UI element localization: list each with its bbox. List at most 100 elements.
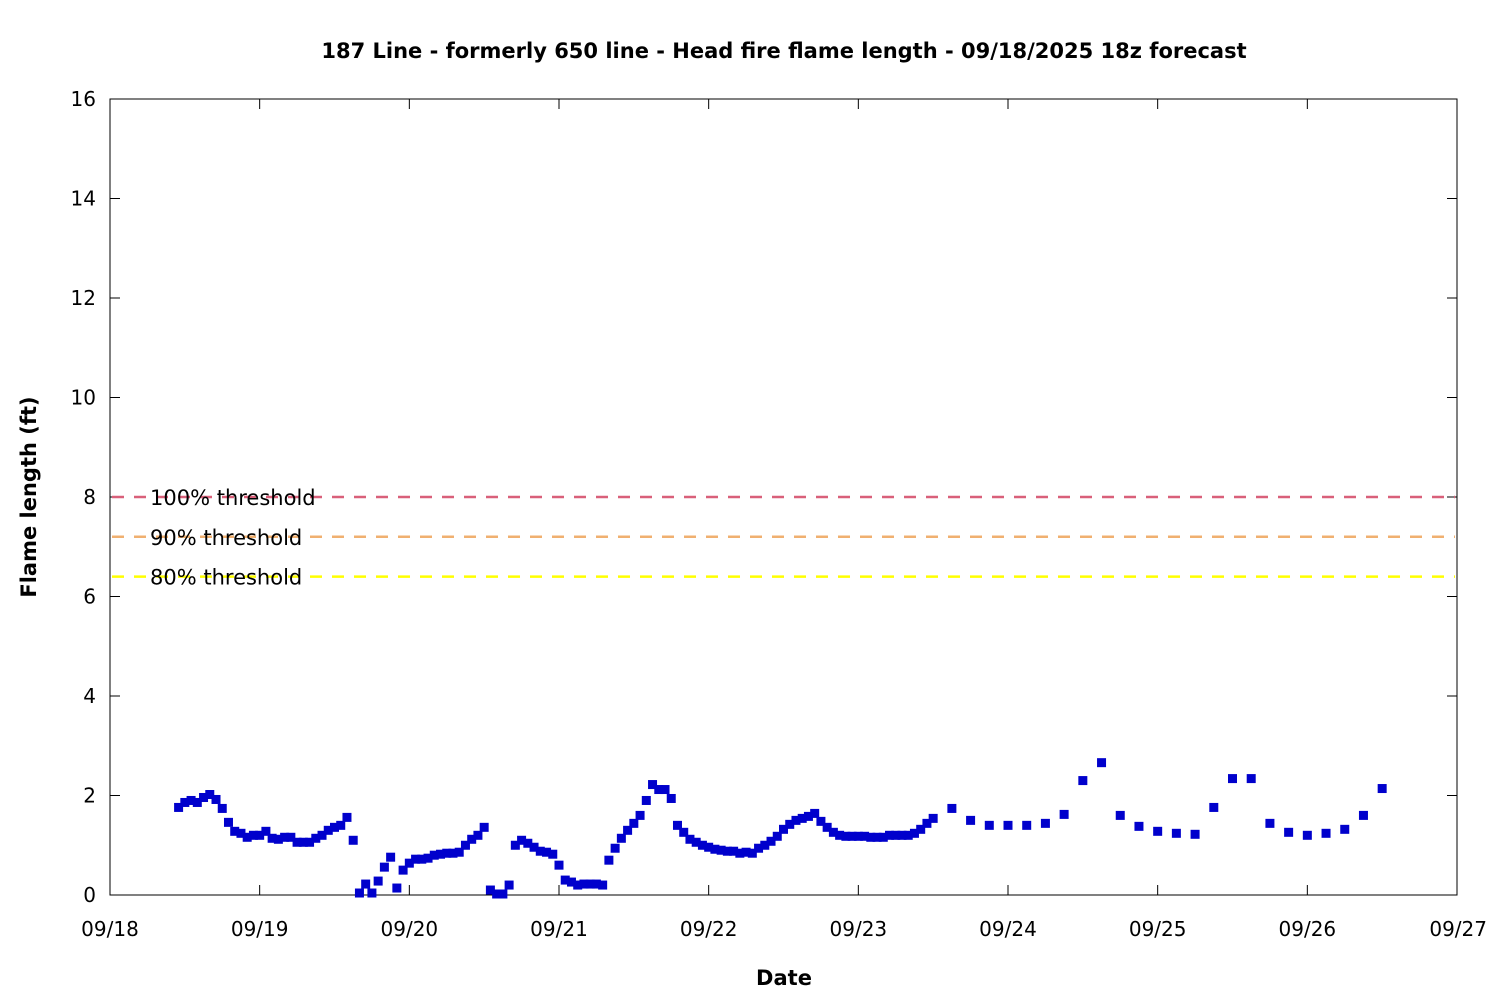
- data-point: [704, 842, 714, 852]
- data-point: [535, 846, 545, 856]
- data-point: [286, 832, 296, 842]
- data-point: [523, 838, 533, 848]
- y-tick-label: 6: [83, 585, 96, 609]
- data-point: [1340, 824, 1350, 834]
- data-point: [248, 830, 258, 840]
- threshold-label: 90% threshold: [150, 526, 302, 550]
- data-points: [174, 758, 1387, 899]
- threshold-label: 100% threshold: [150, 486, 316, 510]
- data-point: [822, 822, 832, 832]
- data-point: [872, 832, 882, 842]
- y-tick-label: 12: [71, 286, 96, 310]
- data-point: [847, 831, 857, 841]
- data-point: [623, 825, 633, 835]
- x-tick-label: 09/20: [381, 917, 439, 941]
- data-point: [897, 830, 907, 840]
- data-point: [610, 843, 620, 853]
- x-tick-label: 09/26: [1279, 917, 1337, 941]
- data-point: [766, 836, 776, 846]
- data-point: [754, 843, 764, 853]
- x-tick-label: 09/25: [1129, 917, 1187, 941]
- data-point: [691, 837, 701, 847]
- data-point: [1228, 774, 1237, 784]
- data-point: [554, 860, 564, 870]
- x-tick-label: 09/21: [530, 917, 588, 941]
- data-point: [217, 803, 227, 813]
- data-point: [242, 832, 252, 842]
- data-point: [573, 880, 583, 890]
- data-point: [660, 785, 670, 795]
- data-point: [947, 803, 957, 813]
- data-point: [1022, 820, 1032, 830]
- data-point: [566, 877, 576, 887]
- data-point: [984, 820, 994, 830]
- threshold-label: 80% threshold: [150, 566, 302, 590]
- x-tick-label: 09/18: [81, 917, 139, 941]
- data-point: [267, 833, 277, 843]
- threshold-lines: 100% threshold 90% threshold 80% threshold: [112, 486, 1455, 590]
- data-point: [323, 825, 333, 835]
- data-point: [398, 865, 408, 875]
- data-point: [604, 855, 614, 865]
- data-point: [1059, 809, 1069, 819]
- data-point: [1190, 829, 1200, 839]
- y-tick-label: 8: [83, 485, 96, 509]
- data-point: [866, 832, 876, 842]
- data-point: [280, 832, 290, 842]
- data-point: [685, 834, 695, 844]
- data-point: [317, 830, 327, 840]
- data-point: [828, 827, 838, 837]
- data-point: [1134, 821, 1144, 831]
- y-tick-label: 2: [83, 784, 96, 808]
- data-point: [966, 815, 976, 825]
- data-point: [186, 795, 196, 805]
- data-point: [654, 785, 664, 795]
- data-point: [205, 790, 215, 800]
- x-tick-label: 09/23: [830, 917, 888, 941]
- data-point: [498, 889, 508, 899]
- data-point: [785, 819, 795, 829]
- data-point: [641, 795, 651, 805]
- data-point: [697, 840, 707, 850]
- data-point: [878, 832, 888, 842]
- x-tick-label: 09/27: [1429, 917, 1487, 941]
- data-point: [174, 802, 184, 812]
- data-point: [922, 818, 932, 828]
- data-point: [616, 833, 626, 843]
- data-point: [585, 879, 595, 889]
- data-point: [510, 840, 520, 850]
- data-point: [909, 828, 919, 838]
- data-point: [392, 883, 402, 893]
- data-point: [192, 797, 202, 807]
- data-point: [1321, 828, 1331, 838]
- data-point: [916, 824, 926, 834]
- chart-title: 187 Line - formerly 650 line - Head fire…: [321, 39, 1246, 63]
- data-point: [791, 815, 801, 825]
- data-point: [891, 830, 901, 840]
- data-point: [504, 880, 514, 890]
- data-point: [367, 888, 377, 898]
- data-point: [417, 854, 427, 864]
- data-point: [779, 824, 788, 834]
- data-point: [261, 826, 271, 836]
- data-point: [1153, 826, 1163, 836]
- data-point: [336, 820, 346, 830]
- data-point: [1358, 810, 1368, 820]
- data-point: [473, 830, 483, 840]
- data-point: [311, 833, 321, 843]
- data-point: [579, 879, 589, 889]
- data-point: [666, 793, 676, 803]
- data-point: [635, 810, 645, 820]
- data-point: [1171, 828, 1181, 838]
- data-point: [903, 830, 913, 840]
- data-point: [629, 818, 639, 828]
- data-point: [180, 797, 190, 807]
- data-point: [747, 848, 757, 858]
- data-point: [560, 875, 570, 885]
- data-point: [1246, 774, 1256, 784]
- data-point: [772, 831, 782, 841]
- data-point: [1078, 776, 1088, 786]
- data-point: [885, 830, 895, 840]
- data-point: [423, 853, 433, 863]
